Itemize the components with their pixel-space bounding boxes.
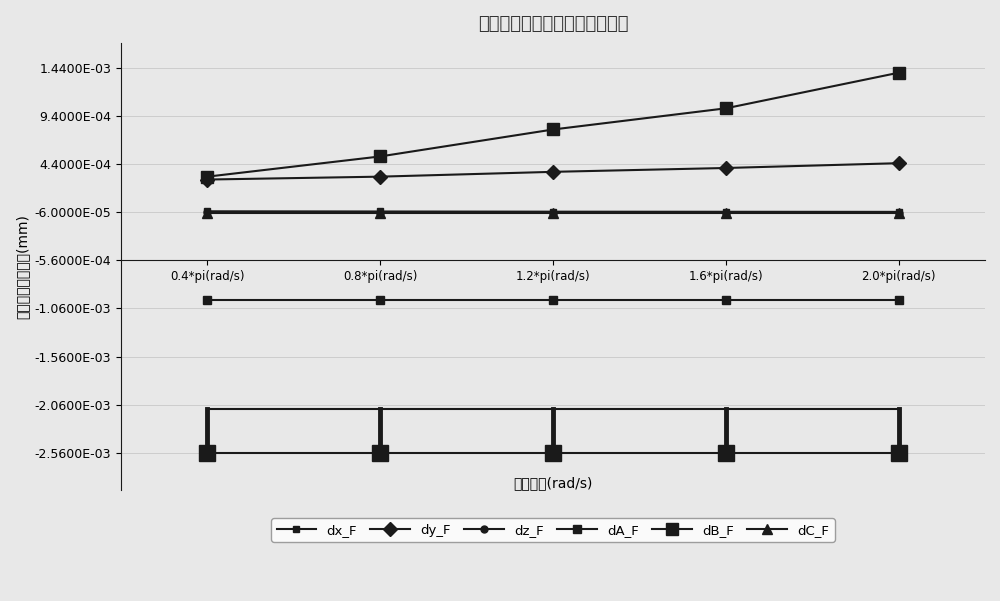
dx_F [547,208,559,215]
dx_F [893,209,905,216]
dx_F [374,208,386,215]
dC_F [720,209,732,216]
Y-axis label: 转台台面载荷误差(mm): 转台台面载荷误差(mm) [15,214,29,319]
dB_F [893,69,905,76]
dA_F [893,296,905,304]
dB_F [201,173,213,180]
dz_F [374,209,386,216]
Legend: dx_F, dy_F, dz_F, dA_F, dB_F, dC_F: dx_F, dy_F, dz_F, dA_F, dB_F, dC_F [271,519,835,542]
dz_F [893,209,905,216]
dC_F [201,209,213,216]
dy_F [720,165,732,172]
dA_F [374,296,386,304]
dy_F [893,160,905,167]
Line: dy_F: dy_F [203,158,903,185]
dA_F [201,296,213,304]
Title: 不同转速下的转台台面载荷误差: 不同转速下的转台台面载荷误差 [478,15,628,33]
dA_F [720,296,732,304]
dz_F [720,209,732,216]
dB_F [547,126,559,133]
dA_F [547,296,559,304]
dy_F [374,173,386,180]
dx_F [201,208,213,215]
Text: 转台转速(rad/s): 转台转速(rad/s) [513,476,593,490]
Line: dz_F: dz_F [204,209,902,216]
Line: dB_F: dB_F [201,67,905,183]
Line: dC_F: dC_F [203,208,903,218]
dz_F [547,209,559,216]
Line: dx_F: dx_F [205,209,901,215]
dC_F [374,209,386,216]
Line: dA_F: dA_F [203,296,903,304]
dx_F [720,208,732,215]
dC_F [547,209,559,216]
dB_F [374,153,386,160]
dz_F [201,209,213,216]
dB_F [720,105,732,112]
dy_F [201,176,213,183]
dC_F [893,209,905,216]
dy_F [547,168,559,175]
